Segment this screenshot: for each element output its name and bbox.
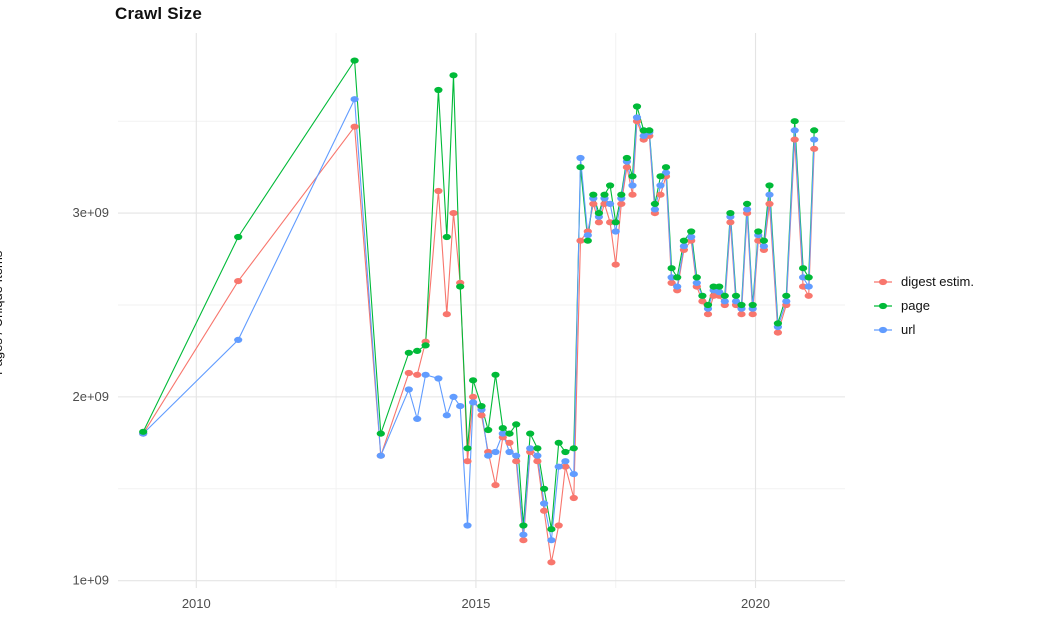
legend-item-url: url (872, 322, 974, 337)
legend-item-digest-estim-: digest estim. (872, 274, 974, 289)
legend-label: digest estim. (901, 274, 974, 289)
x-axis-labels: 2010 2015 2020 (182, 596, 770, 611)
legend: digest estim. page url (872, 274, 974, 337)
y-tick-label: 2e+09 (72, 389, 109, 404)
x-tick-label: 2015 (461, 596, 490, 611)
gridlines-major (118, 33, 845, 588)
series-line-url (142, 97, 815, 541)
x-tick-label: 2020 (741, 596, 770, 611)
chart-title: Crawl Size (115, 4, 203, 23)
y-tick-label: 3e+09 (72, 205, 109, 220)
series-points-url (139, 96, 819, 544)
legend-label: url (901, 322, 916, 337)
legend-label: page (901, 298, 930, 313)
series-points-page (139, 57, 819, 533)
legend-key-icon (874, 302, 892, 309)
y-tick-label: 1e+09 (72, 573, 109, 588)
gridlines-minor (118, 33, 845, 588)
y-axis-labels: 1e+09 2e+09 3e+09 (72, 205, 109, 588)
x-tick-label: 2010 (182, 596, 211, 611)
legend-key-icon (874, 326, 892, 333)
legend-key-icon (874, 278, 892, 285)
series-line-digest-estim- (142, 121, 815, 563)
legend-item-page: page (872, 298, 974, 313)
